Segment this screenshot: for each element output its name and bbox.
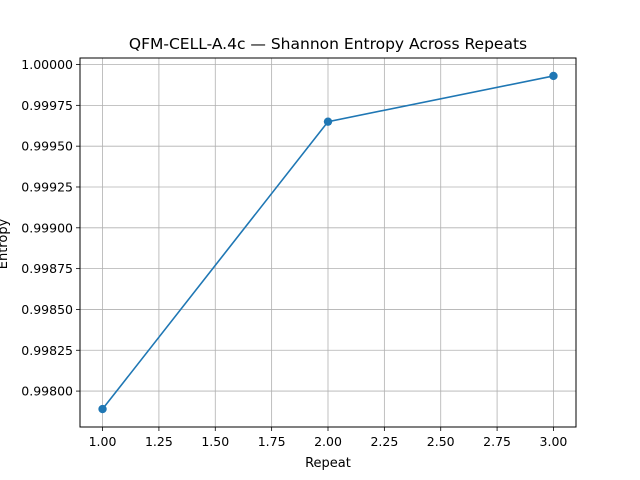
x-tick-label: 2.50 <box>427 434 455 449</box>
y-axis-ticks: 0.99800 0.99825 0.99850 0.99875 0.99900 0.999… <box>21 57 80 399</box>
y-tick-label: 0.99900 <box>21 220 73 235</box>
y-tick-label: 0.99925 <box>21 179 73 194</box>
data-point <box>549 71 558 81</box>
x-tick-label: 2.25 <box>370 434 398 449</box>
x-tick-label: 1.25 <box>145 434 173 449</box>
data-point <box>323 117 333 126</box>
x-tick-label: 1.00 <box>89 434 117 449</box>
x-tick-label: 1.75 <box>258 434 286 449</box>
x-tick-label: 3.00 <box>540 434 568 449</box>
x-tick-label: 2.00 <box>314 434 342 449</box>
y-axis-label: Entropy <box>0 218 11 269</box>
y-tick-label: 0.99850 <box>21 302 73 317</box>
x-axis-ticks: 1.00 1.25 1.50 1.75 2.00 2.25 2.50 2.75 3.00 <box>89 427 568 449</box>
chart-title: QFM-CELL-A.4c — Shannon Entropy Across R… <box>129 35 527 53</box>
y-tick-label: 0.99825 <box>21 343 73 358</box>
x-axis-label: Repeat <box>305 456 351 471</box>
data-point <box>98 404 107 414</box>
series-layer <box>98 71 558 414</box>
grid-lines <box>80 58 576 427</box>
y-tick-label: 0.99800 <box>21 384 73 399</box>
y-tick-label: 0.99950 <box>21 139 73 154</box>
y-tick-label: 0.99975 <box>21 98 73 113</box>
x-tick-label: 2.75 <box>483 434 511 449</box>
y-tick-label: 0.99875 <box>21 261 73 276</box>
x-tick-label: 1.50 <box>201 434 229 449</box>
y-tick-label: 1.00000 <box>21 57 73 72</box>
